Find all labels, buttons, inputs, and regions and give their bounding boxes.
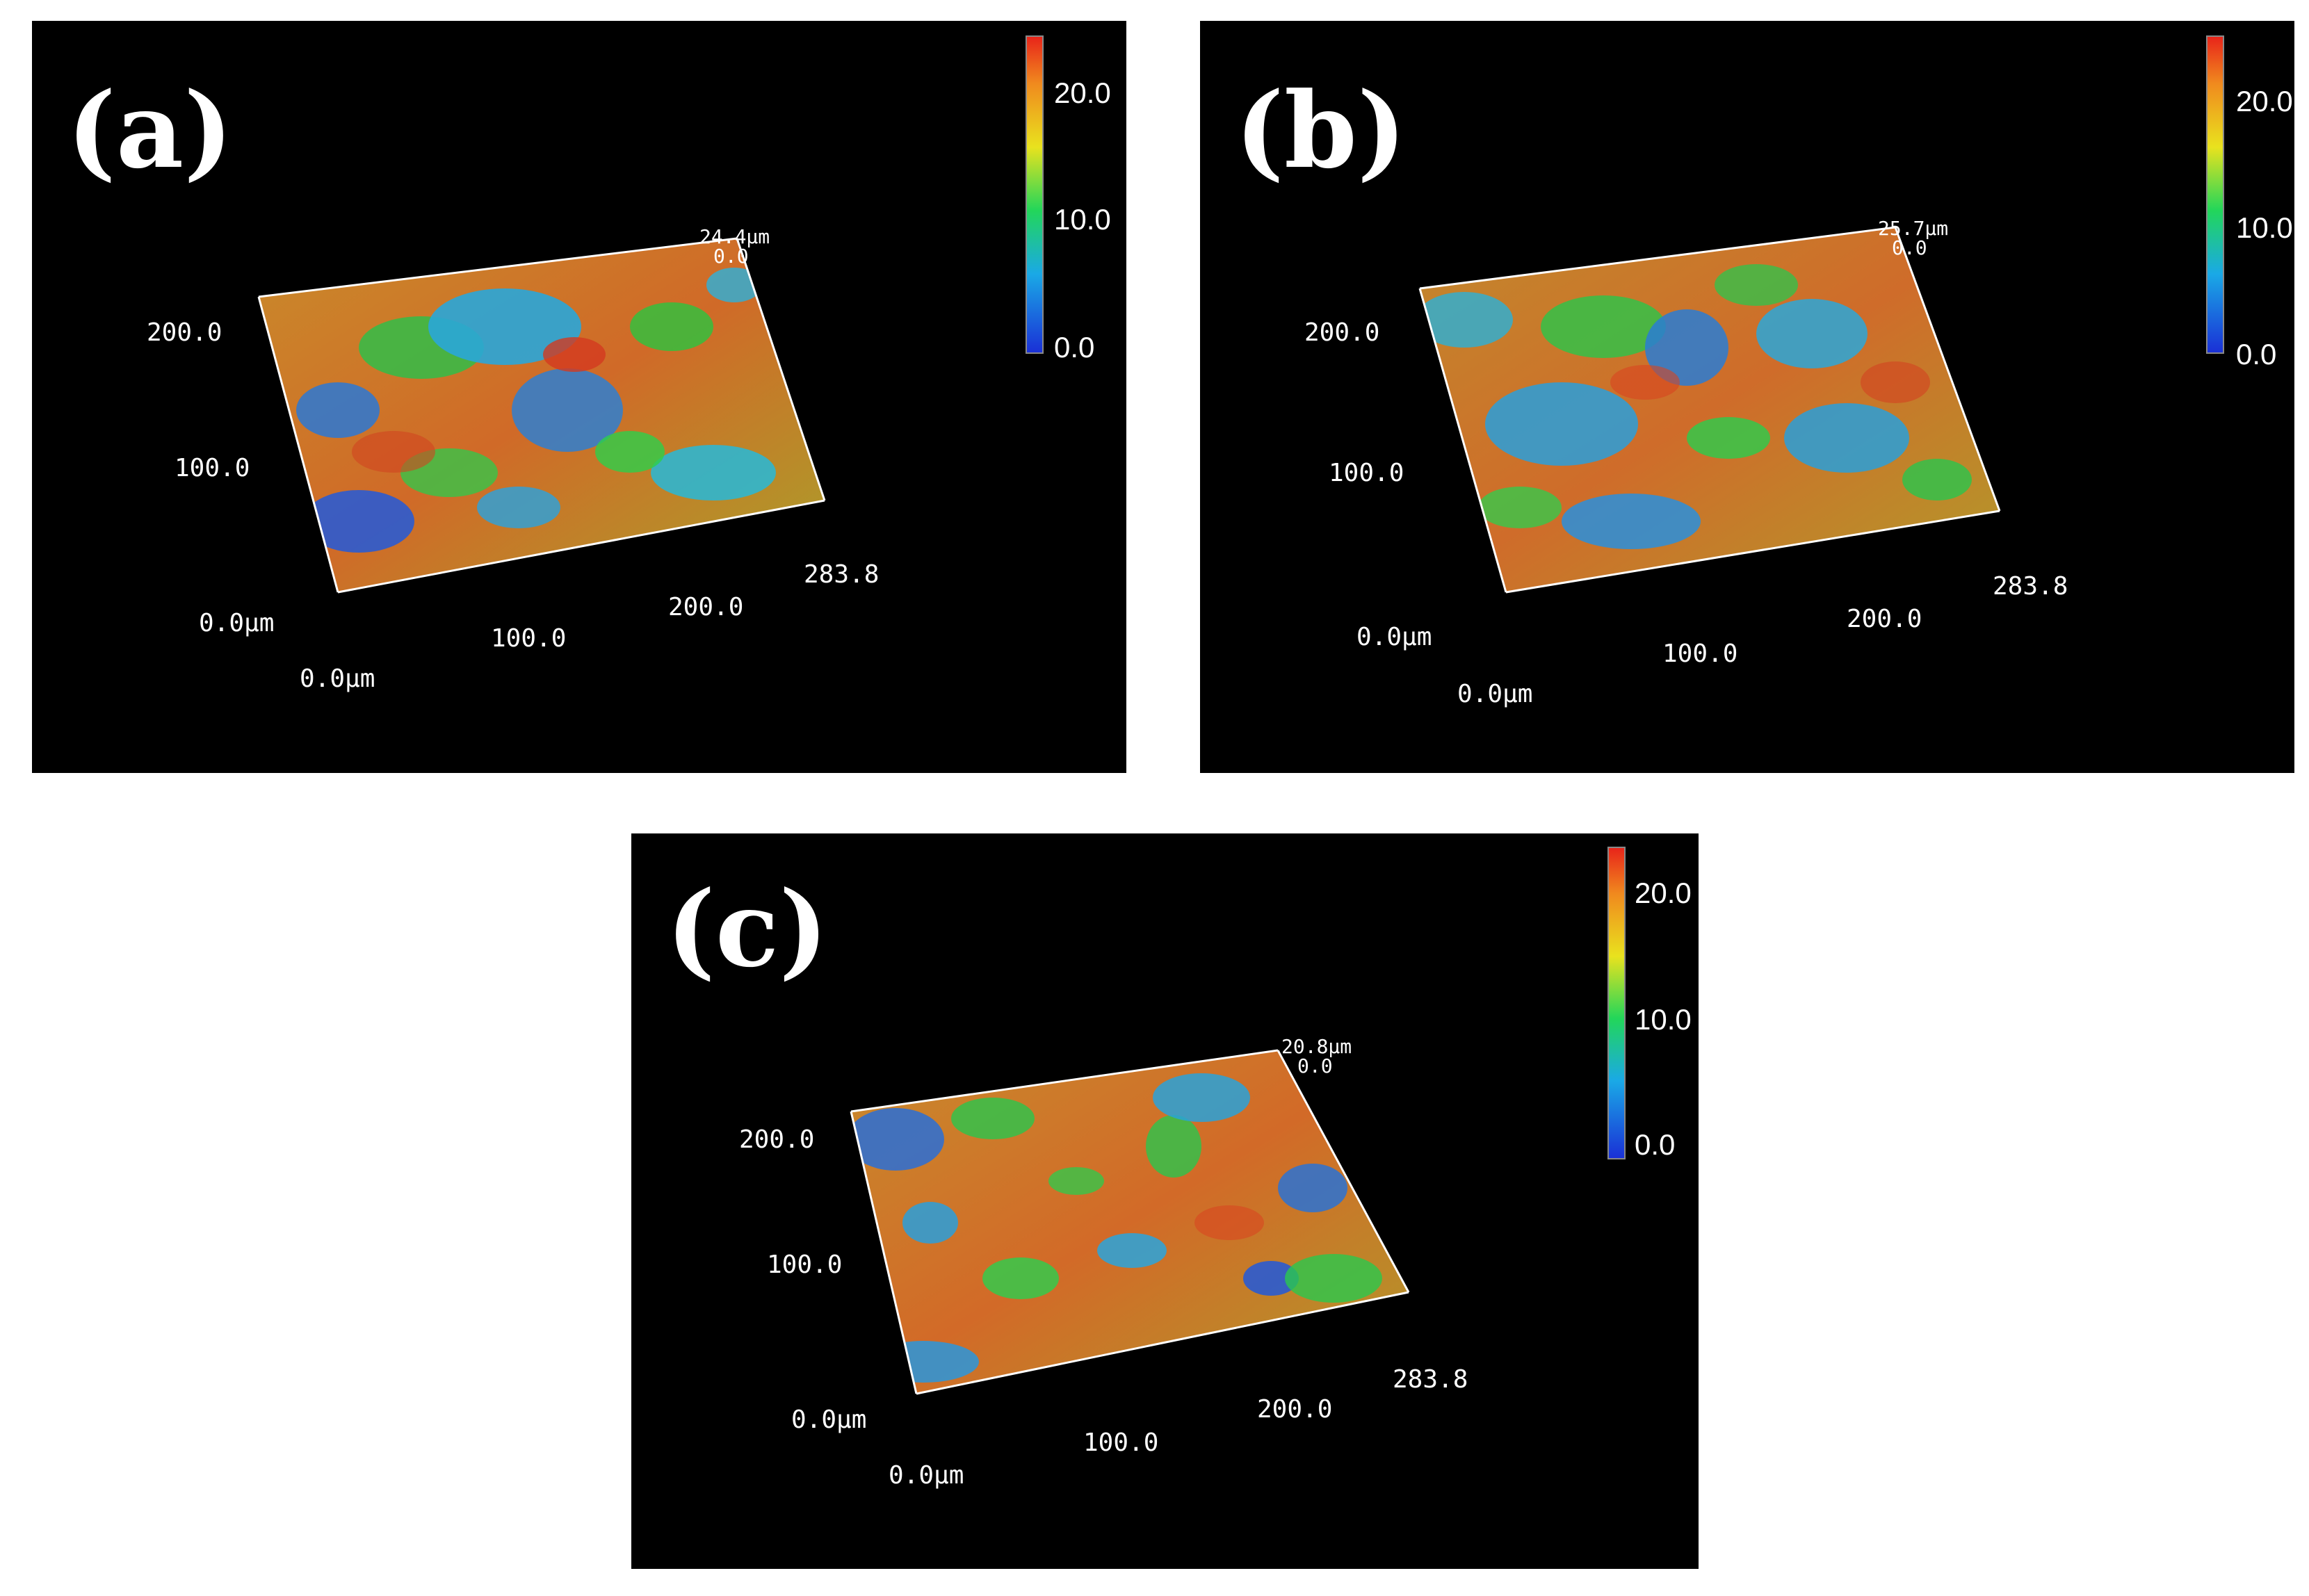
x-tick-0: 0.0µm [300, 665, 375, 693]
x-tick-283: 283.8 [804, 560, 879, 589]
colorbar-tick-0: 0.0 [1054, 331, 1094, 364]
y-tick-200: 200.0 [147, 318, 222, 347]
panel-a: (a) 20.0 10.0 0.0 [32, 21, 1126, 773]
colorbar-tick-10: 10.0 [2236, 211, 2293, 244]
panel-label-b: (b) [1235, 70, 1407, 192]
x-tick-200: 200.0 [1257, 1395, 1332, 1424]
y-tick-200: 200.0 [739, 1125, 814, 1154]
colorbar-tick-0: 0.0 [2236, 338, 2276, 370]
x-tick-100: 100.0 [1083, 1428, 1158, 1457]
colorbar-tick-20: 20.0 [2236, 85, 2293, 117]
panel-label-a: (a) [67, 70, 233, 192]
surface-texture-c [850, 1049, 1410, 1395]
z-max-label-b: 25.7µm [1878, 217, 1948, 240]
y-tick-100: 100.0 [767, 1251, 842, 1279]
z-min-label-b: 0.0 [1892, 236, 1927, 259]
panel-label-c: (c) [666, 868, 828, 991]
colorbar-b [2206, 35, 2224, 354]
x-tick-283: 283.8 [1393, 1365, 1468, 1394]
colorbar-a [1026, 35, 1044, 354]
colorbar-tick-20: 20.0 [1635, 877, 1692, 909]
x-tick-0: 0.0µm [889, 1461, 964, 1490]
x-tick-200: 200.0 [668, 593, 743, 621]
z-max-label-c: 20.8µm [1281, 1035, 1352, 1058]
colorbar-tick-10: 10.0 [1635, 1003, 1692, 1036]
x-tick-100: 100.0 [491, 624, 566, 653]
colorbar-tick-10: 10.0 [1054, 203, 1111, 236]
z-max-label-a: 24.4µm [699, 225, 770, 248]
y-tick-100: 100.0 [175, 454, 250, 482]
surface-texture-a [257, 237, 826, 594]
panel-b: (b) 20.0 10.0 0.0 [1200, 21, 2294, 773]
colorbar-tick-20: 20.0 [1054, 76, 1111, 109]
colorbar-tick-0: 0.0 [1635, 1128, 1675, 1161]
y-tick-0: 0.0µm [791, 1406, 866, 1434]
surface-plot-b: (b) 20.0 10.0 0.0 [1235, 35, 2293, 708]
y-tick-0: 0.0µm [1356, 623, 1432, 651]
z-min-label-a: 0.0 [713, 245, 749, 268]
colorbar-c [1607, 847, 1626, 1159]
x-tick-100: 100.0 [1662, 640, 1737, 668]
x-tick-200: 200.0 [1847, 605, 1922, 633]
z-min-label-c: 0.0 [1297, 1054, 1333, 1077]
y-tick-200: 200.0 [1304, 318, 1379, 347]
surface-texture-b [1418, 226, 2001, 594]
y-tick-100: 100.0 [1329, 459, 1404, 487]
surface-plot-a: (a) 20.0 10.0 0.0 [67, 35, 1111, 693]
panel-c: (c) 20.0 10.0 0.0 [631, 833, 1699, 1569]
x-tick-0: 0.0µm [1457, 680, 1532, 708]
x-tick-283: 283.8 [1993, 572, 2068, 601]
surface-plot-c: (c) 20.0 10.0 0.0 [666, 847, 1692, 1490]
y-tick-0: 0.0µm [199, 609, 274, 637]
